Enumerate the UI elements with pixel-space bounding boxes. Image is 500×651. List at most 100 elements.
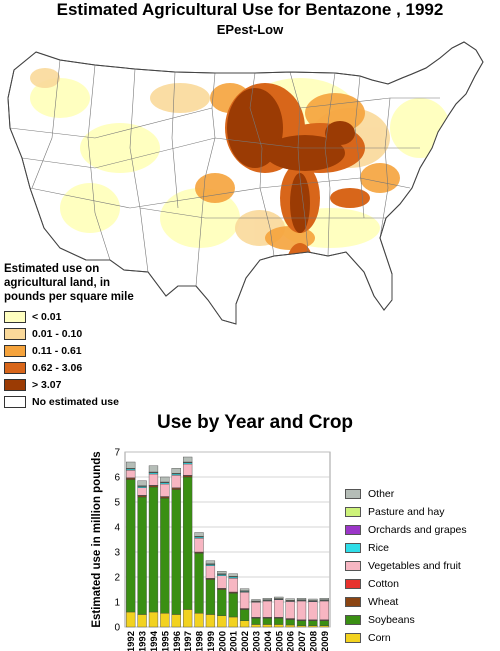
bar-segment bbox=[171, 468, 181, 474]
bar-segment bbox=[228, 573, 238, 577]
bar-segment bbox=[137, 487, 147, 496]
bar-segment bbox=[217, 575, 227, 589]
bar-segment bbox=[217, 589, 227, 616]
chart-legend-label: Pasture and hay bbox=[368, 506, 445, 518]
bar-segment bbox=[205, 614, 216, 628]
x-tick-label: 1992 bbox=[126, 631, 137, 651]
state-boundaries bbox=[9, 59, 440, 287]
map-legend-title: Estimated use on agricultural land, in p… bbox=[4, 263, 134, 303]
bar-segment bbox=[148, 486, 159, 613]
bar-segment bbox=[126, 611, 136, 628]
x-tick-label: 2006 bbox=[286, 631, 297, 651]
bar-segment bbox=[160, 498, 170, 614]
x-tick-label: 1998 bbox=[195, 631, 206, 651]
bar-segment bbox=[251, 599, 261, 602]
bar-segment bbox=[148, 473, 159, 486]
chart-legend-swatch bbox=[345, 615, 361, 625]
chart-legend-label: Cotton bbox=[368, 578, 399, 590]
bar-segment bbox=[262, 618, 273, 625]
x-tick-label: 2008 bbox=[308, 631, 319, 651]
bar-segment bbox=[137, 614, 147, 628]
legend-swatch bbox=[4, 361, 26, 374]
bar-segment bbox=[274, 624, 284, 628]
bar-segment bbox=[262, 624, 273, 628]
chart-legend-label: Soybeans bbox=[368, 614, 415, 626]
bar-segment bbox=[239, 609, 250, 621]
bar-segment bbox=[308, 598, 318, 601]
x-tick-label: 2001 bbox=[229, 630, 240, 651]
legend-label: > 3.07 bbox=[32, 378, 62, 391]
legend-label: < 0.01 bbox=[32, 310, 62, 323]
bar-segment bbox=[296, 620, 307, 626]
very-high-use-areas bbox=[227, 88, 355, 233]
legend-label: 0.01 - 0.10 bbox=[32, 327, 83, 340]
x-tick-label: 2007 bbox=[297, 631, 308, 651]
bar-segment bbox=[160, 613, 170, 628]
legend-label: No estimated use bbox=[32, 395, 119, 408]
chart-legend-swatch bbox=[345, 525, 361, 535]
chart-legend-item: Pasture and hay bbox=[345, 503, 467, 521]
y-tick-label: 0 bbox=[114, 623, 120, 634]
bar-segment bbox=[171, 475, 181, 488]
x-tick-label: 2009 bbox=[320, 631, 331, 651]
bar-segment bbox=[160, 476, 170, 483]
medium-use-areas bbox=[195, 83, 400, 250]
bar-segment bbox=[262, 598, 273, 600]
chart-legend-swatch bbox=[345, 561, 361, 571]
us-map bbox=[7, 41, 484, 325]
bar-segment bbox=[217, 571, 227, 574]
chart-legend-label: Vegetables and fruit bbox=[368, 560, 461, 572]
map-legend-item: 0.01 - 0.10 bbox=[4, 325, 154, 342]
map-legend: Estimated use on agricultural land, in p… bbox=[4, 262, 154, 410]
plot-area bbox=[124, 451, 331, 628]
y-axis-label: Estimated use in million pounds bbox=[91, 451, 103, 627]
chart-legend-item: Corn bbox=[345, 629, 467, 647]
bar-segment bbox=[126, 479, 136, 613]
bar-segment bbox=[228, 593, 238, 618]
bar-segment bbox=[274, 596, 284, 599]
bar-segment bbox=[285, 619, 295, 626]
bar-segment bbox=[137, 496, 147, 615]
bar-segment bbox=[251, 618, 261, 625]
bar-segment bbox=[285, 601, 295, 619]
x-tick-label: 1999 bbox=[206, 631, 217, 651]
y-tick-label: 6 bbox=[114, 473, 120, 484]
bar-segment bbox=[285, 598, 295, 601]
map-legend-item: < 0.01 bbox=[4, 308, 154, 325]
map-legend-item: No estimated use bbox=[4, 393, 154, 410]
bar-segment bbox=[205, 579, 216, 615]
y-tick-label: 5 bbox=[114, 498, 120, 509]
bar-segment bbox=[194, 613, 204, 628]
x-tick-label: 2003 bbox=[251, 631, 262, 651]
chart-legend-item: Orchards and grapes bbox=[345, 521, 467, 539]
chart-legend-item: Wheat bbox=[345, 593, 467, 611]
chart-legend-label: Wheat bbox=[368, 596, 399, 608]
legend-swatch bbox=[4, 310, 26, 323]
chart-legend-swatch bbox=[345, 579, 361, 589]
bar-segment bbox=[126, 470, 136, 478]
chart-legend-item: Other bbox=[345, 485, 467, 503]
bar-segment bbox=[251, 624, 261, 628]
x-tick-label: 2000 bbox=[217, 631, 228, 651]
legend-swatch bbox=[4, 327, 26, 340]
x-tick-label: 1995 bbox=[160, 630, 171, 651]
chart-legend-swatch bbox=[345, 543, 361, 553]
bar-segment bbox=[228, 616, 238, 628]
bar-segment bbox=[137, 480, 147, 486]
bar-segment bbox=[217, 615, 227, 628]
bar-segment bbox=[148, 611, 159, 628]
map-title: Estimated Agricultural Use for Bentazone… bbox=[56, 0, 444, 19]
map-legend-item: 0.62 - 3.06 bbox=[4, 359, 154, 376]
bar-segment bbox=[296, 598, 307, 600]
chart-title: Use by Year and Crop bbox=[156, 412, 354, 433]
bar-segment bbox=[274, 599, 284, 618]
y-tick-label: 3 bbox=[114, 548, 120, 559]
map-legend-item: 0.11 - 0.61 bbox=[4, 342, 154, 359]
legend-label: 0.62 - 3.06 bbox=[32, 361, 83, 374]
legend-label: 0.11 - 0.61 bbox=[32, 344, 82, 357]
x-tick-label: 1994 bbox=[149, 630, 160, 651]
bar-segment bbox=[205, 565, 216, 579]
bar-segment bbox=[182, 456, 193, 463]
bar-segment bbox=[171, 614, 181, 628]
bar-segment bbox=[205, 560, 216, 564]
